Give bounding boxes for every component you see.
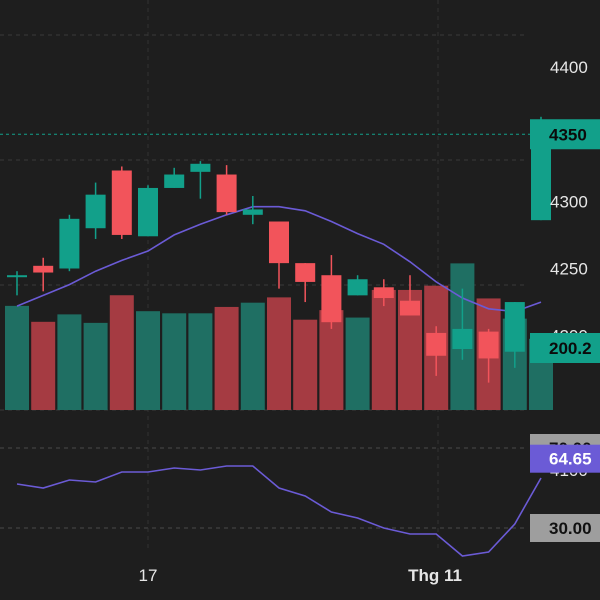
rsi-panel bbox=[16, 465, 542, 557]
candle-body bbox=[59, 218, 80, 269]
candle-body bbox=[400, 300, 420, 316]
price-tick-label: 4400 bbox=[550, 58, 588, 77]
volume-badge-label: 200.2 bbox=[549, 339, 592, 358]
candle-body bbox=[164, 174, 185, 188]
volume-bar bbox=[57, 314, 82, 410]
candle-body bbox=[321, 275, 342, 323]
current-price-badge-label: 4350 bbox=[549, 125, 587, 144]
volume-bar bbox=[162, 313, 187, 410]
volume-bar bbox=[136, 311, 160, 410]
volume-bar bbox=[83, 322, 108, 410]
volume-bar bbox=[214, 306, 239, 410]
volume-bar bbox=[5, 305, 29, 410]
candle-body bbox=[138, 187, 158, 237]
candle-body bbox=[295, 263, 316, 282]
time-axis-label: 17 bbox=[139, 566, 158, 585]
volume-bar bbox=[345, 317, 370, 410]
moving-average-layer bbox=[16, 205, 542, 313]
current-price-badge-background bbox=[530, 119, 600, 150]
rsi-current-badge-label: 64.65 bbox=[549, 450, 592, 469]
time-axis: 17 Thg 11 bbox=[139, 566, 462, 585]
volume-bar bbox=[188, 313, 213, 410]
candle-body bbox=[478, 331, 499, 359]
rsi-current-badge: 64.65 bbox=[530, 444, 600, 473]
rsi-lower-badge: 30.00 bbox=[530, 514, 600, 542]
current-price-badge: 4350 bbox=[530, 119, 600, 150]
volume-bar bbox=[371, 289, 396, 410]
candle-body bbox=[373, 287, 394, 299]
time-axis-label: Thg 11 bbox=[408, 566, 462, 585]
moving-average-line bbox=[16, 205, 542, 313]
candle-body bbox=[531, 136, 551, 221]
candle-body bbox=[7, 275, 27, 278]
rsi-lower-badge-background bbox=[530, 514, 600, 542]
candle-body bbox=[85, 194, 106, 229]
volume-bar bbox=[267, 297, 291, 410]
candle-body bbox=[269, 221, 289, 264]
rsi-lower-badge-label: 30.00 bbox=[549, 519, 592, 538]
volume-bar bbox=[240, 302, 265, 410]
volume-bar bbox=[109, 295, 134, 410]
candle-body bbox=[504, 302, 525, 352]
volume-badge-background bbox=[530, 333, 600, 363]
price-tick-label: 4300 bbox=[550, 192, 588, 211]
candle-body bbox=[216, 174, 237, 213]
candle-body bbox=[190, 163, 211, 172]
price-tick-label: 4250 bbox=[550, 260, 588, 279]
rsi-current-badge-background bbox=[530, 444, 600, 473]
rsi-line bbox=[16, 465, 542, 557]
candle-body bbox=[242, 209, 263, 215]
volume-badge: 200.2 bbox=[530, 333, 600, 363]
volume-bar bbox=[293, 319, 318, 410]
volume-bar bbox=[31, 321, 56, 410]
candle-body bbox=[347, 279, 368, 296]
candle-body bbox=[426, 332, 447, 356]
candle-body bbox=[111, 170, 132, 235]
candle-body bbox=[33, 265, 54, 273]
candles bbox=[7, 116, 551, 383]
candle-body bbox=[452, 328, 473, 350]
